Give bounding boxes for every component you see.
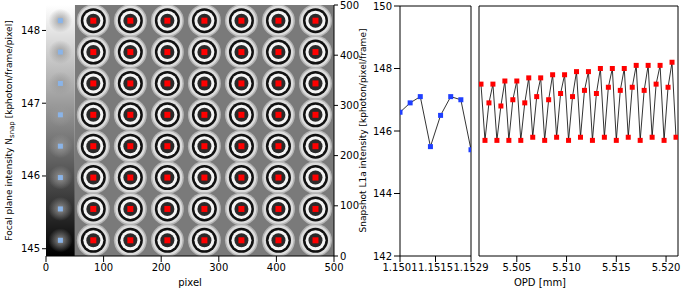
svg-text:142: 142 xyxy=(373,251,392,262)
svg-text:100: 100 xyxy=(340,200,359,211)
svg-text:OPD [mm]: OPD [mm] xyxy=(514,277,566,288)
svg-text:5.510: 5.510 xyxy=(552,262,581,273)
svg-text:1.1501: 1.1501 xyxy=(383,262,418,273)
svg-text:146: 146 xyxy=(373,126,392,137)
svg-text:146: 146 xyxy=(21,170,40,181)
svg-text:Focal plane intensity Nsnap [k: Focal plane intensity Nsnap [kphoton/fra… xyxy=(4,20,16,240)
svg-text:148: 148 xyxy=(21,25,40,36)
svg-text:1.1515: 1.1515 xyxy=(418,262,453,273)
svg-text:Snapshot L1a intensity [kphoto: Snapshot L1a intensity [kphoton/pixel/fr… xyxy=(358,29,368,233)
svg-text:5.505: 5.505 xyxy=(502,262,531,273)
svg-text:400: 400 xyxy=(340,50,359,61)
svg-text:100: 100 xyxy=(94,262,113,273)
svg-text:147: 147 xyxy=(21,98,40,109)
svg-text:400: 400 xyxy=(267,262,286,273)
svg-text:pixel: pixel xyxy=(178,277,202,288)
svg-text:148: 148 xyxy=(373,63,392,74)
svg-text:145: 145 xyxy=(21,243,40,254)
svg-text:500: 500 xyxy=(340,0,359,11)
svg-text:0: 0 xyxy=(43,262,49,273)
svg-text:5.520: 5.520 xyxy=(652,262,681,273)
svg-text:150: 150 xyxy=(373,1,392,12)
svg-text:300: 300 xyxy=(209,262,228,273)
svg-text:300: 300 xyxy=(340,100,359,111)
svg-text:0: 0 xyxy=(340,251,346,262)
svg-text:500: 500 xyxy=(324,262,343,273)
svg-text:1.1529: 1.1529 xyxy=(454,262,489,273)
svg-text:144: 144 xyxy=(373,188,392,199)
svg-text:5.515: 5.515 xyxy=(602,262,631,273)
svg-text:200: 200 xyxy=(340,150,359,161)
svg-text:200: 200 xyxy=(152,262,171,273)
